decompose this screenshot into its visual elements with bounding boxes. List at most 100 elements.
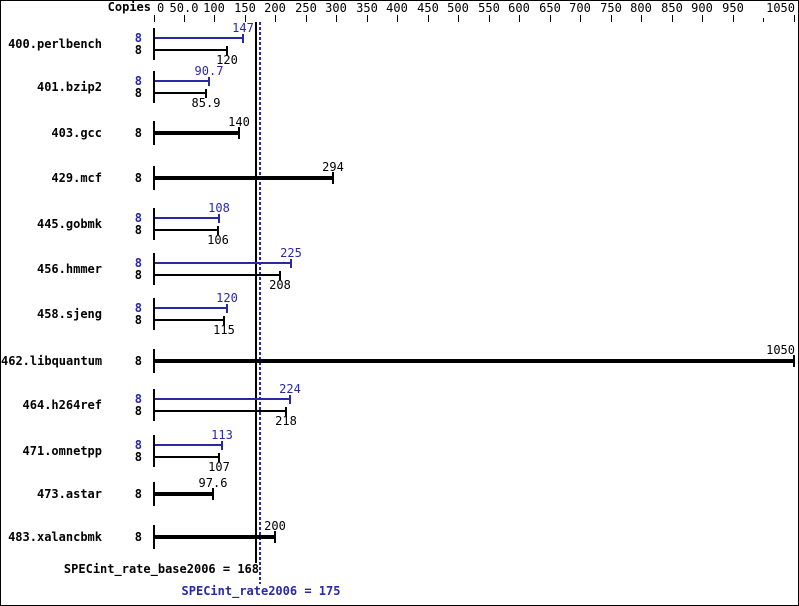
benchmark-label: 445.gobmk [36,217,102,231]
axis-tick [519,15,520,22]
axis-tick [763,18,764,22]
axis-tick-label: 450 [417,1,439,15]
copies-value: 8 [134,211,142,225]
benchmark-label: 403.gcc [51,126,102,140]
copies-value: 8 [134,313,142,327]
axis-tick-label: 300 [325,1,347,15]
axis-tick-label: 250 [295,1,317,15]
peak-bar-endcap [218,214,220,223]
benchmark-baseline [153,525,155,549]
axis-tick [489,15,490,22]
benchmark-label: 458.sjeng [36,307,102,321]
benchmark-baseline [153,482,155,506]
base-value-label: 85.9 [191,96,221,110]
peak-bar [155,398,290,400]
base-bar-endcap [212,488,214,500]
axis-tick [214,15,215,22]
base-value-label: 97.6 [198,476,228,490]
base-bar-endcap [332,172,334,184]
base-value-label: 120 [216,53,238,67]
axis-tick [550,15,551,22]
axis-tick-label: 900 [691,1,713,15]
axis-tick-label: 400 [386,1,408,15]
axis-tick [794,15,795,22]
base-value-label: 208 [269,278,291,292]
benchmark-label: 464.h264ref [22,398,102,412]
base-bar-endcap [223,316,225,325]
base-value-label: 106 [207,233,229,247]
benchmark-baseline [153,208,155,240]
benchmark-label: 462.libquantum [1,354,103,368]
benchmark-baseline [153,166,155,190]
benchmark-baseline [153,253,155,285]
peak-value-label: 147 [232,21,254,35]
axis-tick [397,15,398,22]
axis-tick-label: 700 [569,1,591,15]
axis-tick-label: 50.0 [169,1,199,15]
base-bar [155,131,239,135]
axis-tick-label: 1050 [766,1,795,15]
axis-tick [458,15,459,22]
axis-tick [641,15,642,22]
peak-value-label: 108 [208,201,230,215]
peak-bar [155,80,209,82]
peak-bar-endcap [290,259,292,268]
axis-tick-label: 750 [600,1,622,15]
axis-tick [306,15,307,22]
axis-tick-label: 200 [264,1,286,15]
base-value-label: 200 [264,519,286,533]
copies-value: 8 [134,43,142,57]
peak-bar [155,217,219,219]
base-bar [155,49,227,51]
axis-tick-label: 950 [722,1,744,15]
copies-value: 8 [134,404,142,418]
base-value-label: 218 [275,414,297,428]
axis-tick-label: 650 [539,1,561,15]
copies-value: 8 [134,301,142,315]
base-bar [155,92,206,94]
peak-value-label: 113 [211,428,233,442]
peak-bar-endcap [242,34,244,43]
peak-value-label: 225 [280,246,302,260]
base-bar-endcap [217,226,219,235]
axis-tick [367,15,368,22]
axis-tick [733,15,734,22]
base-value-label: 140 [228,115,250,129]
peak-bar-endcap [289,395,291,404]
base-bar-endcap [793,355,795,367]
axis-tick-label: 600 [508,1,530,15]
axis-tick [702,15,703,22]
axis-tick-label: 350 [356,1,378,15]
axis-tick [184,15,185,22]
axis-tick-label: 100 [203,1,225,15]
base-value-label: 107 [208,460,230,474]
peak-bar [155,262,291,264]
benchmark-baseline [153,435,155,467]
benchmark-label: 401.bzip2 [36,80,102,94]
axis-tick-label: 500 [447,1,469,15]
benchmark-label: 483.xalancbmk [8,530,102,544]
copies-value: 8 [134,256,142,270]
base-bar [155,410,286,412]
benchmark-baseline [153,71,155,103]
base-bar [155,274,280,276]
copies-value: 8 [134,487,142,501]
base-bar [155,319,224,321]
benchmark-baseline [153,121,155,145]
copies-value: 8 [134,438,142,452]
copies-value: 8 [134,126,142,140]
peak-value-label: 224 [279,382,301,396]
base-bar [155,176,333,180]
copies-value: 8 [134,223,142,237]
copies-value: 8 [134,450,142,464]
base-total-label: SPECint_rate_base2006 = 168 [63,562,259,576]
benchmark-label: 400.perlbench [8,37,102,51]
base-bar-endcap [274,531,276,543]
peak-bar-endcap [221,441,223,450]
copies-column-header: Copies [107,0,151,14]
copies-value: 8 [134,74,142,88]
base-bar [155,492,213,496]
copies-value: 8 [134,31,142,45]
benchmark-label: 456.hmmer [36,262,102,276]
